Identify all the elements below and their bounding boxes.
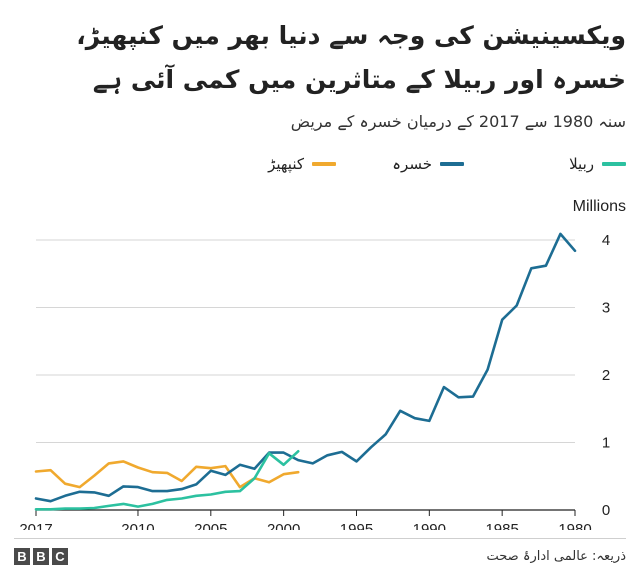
y-axis-ticks: 0 1 2 3 4 bbox=[602, 232, 610, 519]
x-tick-label: 2005 bbox=[194, 521, 227, 530]
legend-swatch-mumps bbox=[312, 162, 336, 166]
x-tick-label: 2010 bbox=[121, 521, 154, 530]
x-axis-ticks: 2017 2010 2005 2000 1995 1990 1985 1980 bbox=[19, 510, 592, 530]
x-tick-label: 1990 bbox=[413, 521, 446, 530]
line-chart: 0 1 2 3 4 2017 2010 2005 2000 1995 1990 1985 1980 bbox=[19, 232, 610, 530]
legend-label-measles: خسرہ bbox=[392, 155, 432, 173]
logo-letter: C bbox=[52, 548, 68, 565]
legend-label-mumps: کنپھیڑ bbox=[268, 155, 304, 173]
chart-subtitle: سنہ 1980 سے 2017 کے درمیان خسرہ کے مریض bbox=[290, 112, 626, 131]
logo-letter: B bbox=[14, 548, 30, 565]
x-tick-label: 2000 bbox=[267, 521, 300, 530]
series-lines bbox=[34, 232, 577, 511]
series-line-rubella bbox=[34, 450, 300, 511]
y-tick-label: 3 bbox=[602, 300, 610, 317]
units-label: Millions bbox=[572, 198, 626, 215]
footer-divider bbox=[14, 538, 626, 539]
gridlines bbox=[36, 239, 575, 511]
legend-item-rubella: ربیلا bbox=[569, 155, 626, 173]
x-tick-label: 1980 bbox=[558, 521, 591, 530]
legend-swatch-measles bbox=[440, 162, 464, 166]
bbc-logo: B B C bbox=[14, 548, 68, 565]
legend-item-mumps: کنپھیڑ bbox=[268, 155, 336, 173]
legend-label-rubella: ربیلا bbox=[569, 155, 594, 173]
y-tick-label: 0 bbox=[602, 502, 610, 519]
legend: ربیلا خسرہ کنپھیڑ bbox=[14, 155, 626, 179]
x-tick-label: 2017 bbox=[19, 521, 52, 530]
source-note: ذریعہ: عالمی ادارۂ صحت bbox=[486, 549, 626, 564]
legend-item-measles: خسرہ bbox=[392, 155, 464, 173]
series-line-measles bbox=[34, 232, 577, 503]
x-tick-label: 1995 bbox=[340, 521, 373, 530]
y-tick-label: 4 bbox=[602, 232, 610, 249]
legend-swatch-rubella bbox=[602, 162, 626, 166]
y-tick-label: 2 bbox=[602, 367, 610, 384]
logo-letter: B bbox=[33, 548, 49, 565]
chart-title: ویکسینیشن کی وجہ سے دنیا بھر میں کنپھیڑ،… bbox=[76, 21, 626, 94]
x-tick-label: 1985 bbox=[485, 521, 518, 530]
y-tick-label: 1 bbox=[602, 435, 610, 452]
